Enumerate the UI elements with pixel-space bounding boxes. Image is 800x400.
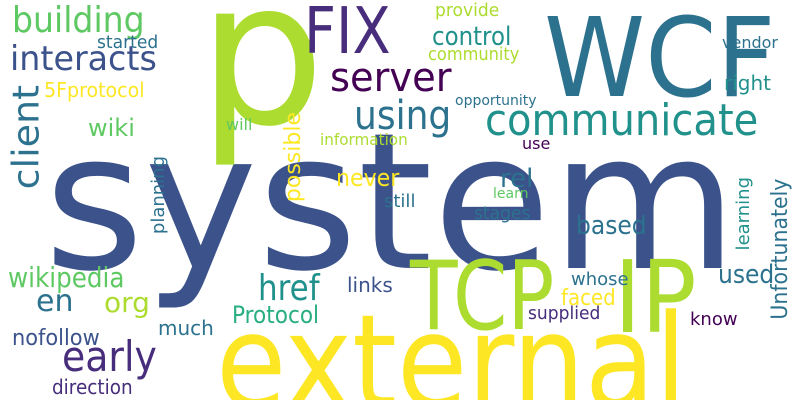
word-supplied: supplied xyxy=(528,303,601,324)
word-whose: whose xyxy=(571,269,629,290)
word-nofollow: nofollow xyxy=(12,326,100,351)
word-interacts: interacts xyxy=(10,39,157,79)
word-based: based xyxy=(576,211,647,241)
word-communicate: communicate xyxy=(485,95,759,146)
word-ip: IP xyxy=(614,239,697,356)
word-faced: faced xyxy=(561,286,616,311)
word-tcp: TCP xyxy=(410,242,555,352)
word-protocol: Protocol xyxy=(232,301,320,329)
word-community: community xyxy=(428,44,520,65)
word-control: control xyxy=(432,22,512,52)
word-direction: direction xyxy=(52,375,133,399)
word-learn: learn xyxy=(493,186,529,202)
word-early: early xyxy=(62,332,157,381)
word-will: will xyxy=(226,115,253,134)
word-unfortunately: Unfortunately xyxy=(768,178,793,320)
word-client: client xyxy=(5,85,47,190)
word-wcf: WCF xyxy=(544,0,776,122)
word-stages: stages xyxy=(474,203,531,224)
word-information: information xyxy=(320,130,408,149)
word-rel: rel xyxy=(500,164,534,194)
word-possible: possible xyxy=(281,112,306,203)
word-opportunity: opportunity xyxy=(455,93,537,109)
word-external: external xyxy=(216,286,687,400)
word-started: started xyxy=(97,32,159,53)
word-5fprotocol: 5Fprotocol xyxy=(44,78,145,102)
word-vendor: vendor xyxy=(722,33,778,52)
word-using: using xyxy=(354,93,452,139)
word-used: used xyxy=(718,260,775,290)
word-know: know xyxy=(690,309,738,330)
word-server: server xyxy=(330,55,452,101)
word-wiki: wiki xyxy=(88,114,135,142)
word-much: much xyxy=(158,316,214,340)
word-href: href xyxy=(258,268,320,309)
word-right: right xyxy=(724,71,771,95)
word-en: en xyxy=(36,284,74,319)
word-wikipedia: wikipedia xyxy=(8,261,125,294)
word-use: use xyxy=(522,134,551,153)
word-links: links xyxy=(347,273,393,297)
word-org: org xyxy=(104,286,150,319)
word-system: system xyxy=(44,92,738,313)
word-fix: FIX xyxy=(304,0,391,69)
word-building: building xyxy=(12,0,145,41)
word-never: never xyxy=(336,164,400,192)
word-learning: learning xyxy=(733,177,754,251)
word-planning: planning xyxy=(148,156,169,235)
word-provide: provide xyxy=(435,0,500,21)
word-still: still xyxy=(384,191,416,212)
word-p: p xyxy=(198,0,325,171)
